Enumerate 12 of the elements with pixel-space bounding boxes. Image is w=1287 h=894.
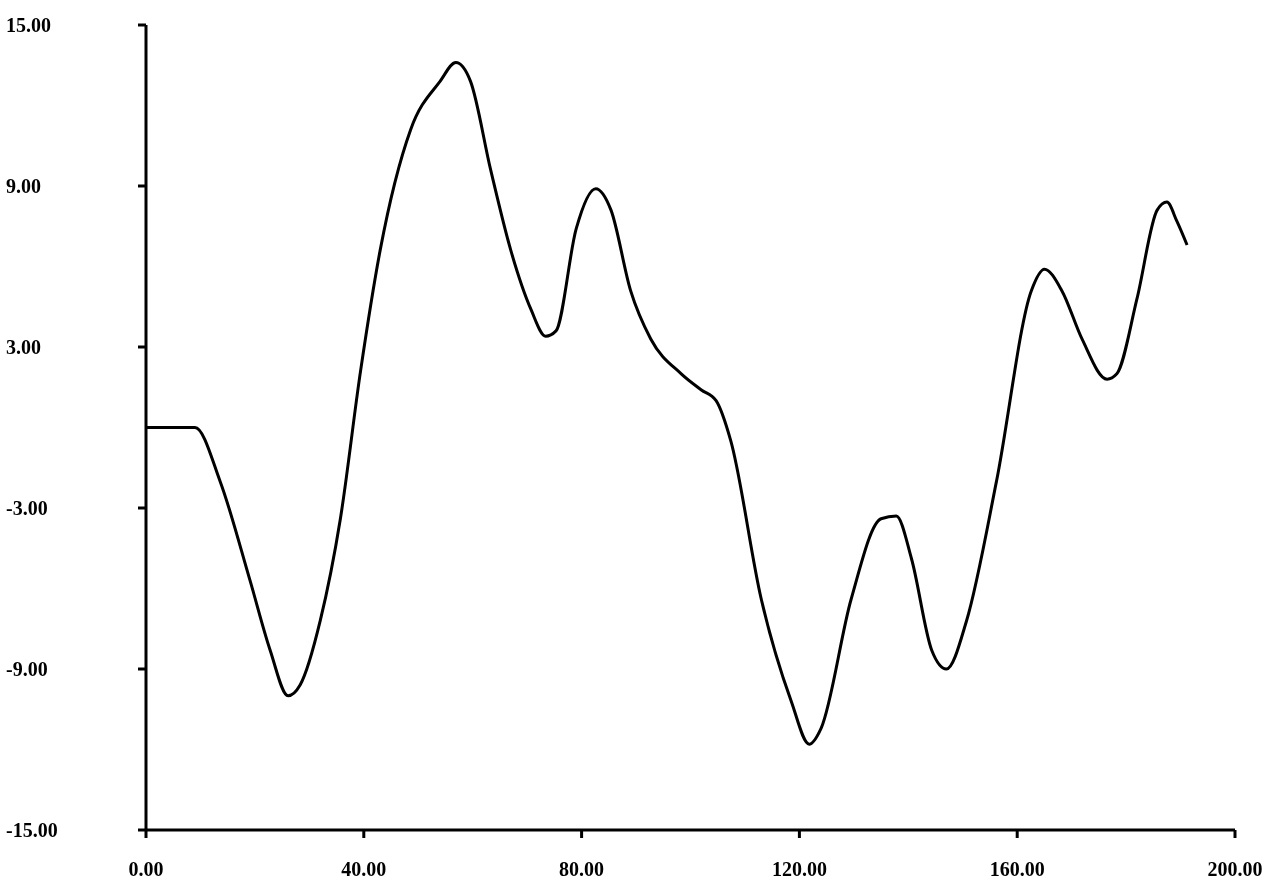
- y-tick-label: 9.00: [6, 175, 41, 198]
- x-tick-label: 200.00: [1207, 858, 1263, 881]
- x-tick-label: 0.00: [128, 858, 164, 881]
- x-tick-label: 40.00: [341, 858, 387, 881]
- y-tick-label: 15.00: [6, 14, 51, 37]
- x-tick-label: 80.00: [559, 858, 605, 881]
- y-tick-label: 3.00: [6, 336, 41, 359]
- y-tick-label: -9.00: [6, 658, 48, 681]
- y-tick-label: -3.00: [6, 497, 48, 520]
- x-tick-label: 120.00: [771, 858, 827, 881]
- y-tick-label: -15.00: [6, 819, 58, 842]
- x-tick-label: 160.00: [989, 858, 1045, 881]
